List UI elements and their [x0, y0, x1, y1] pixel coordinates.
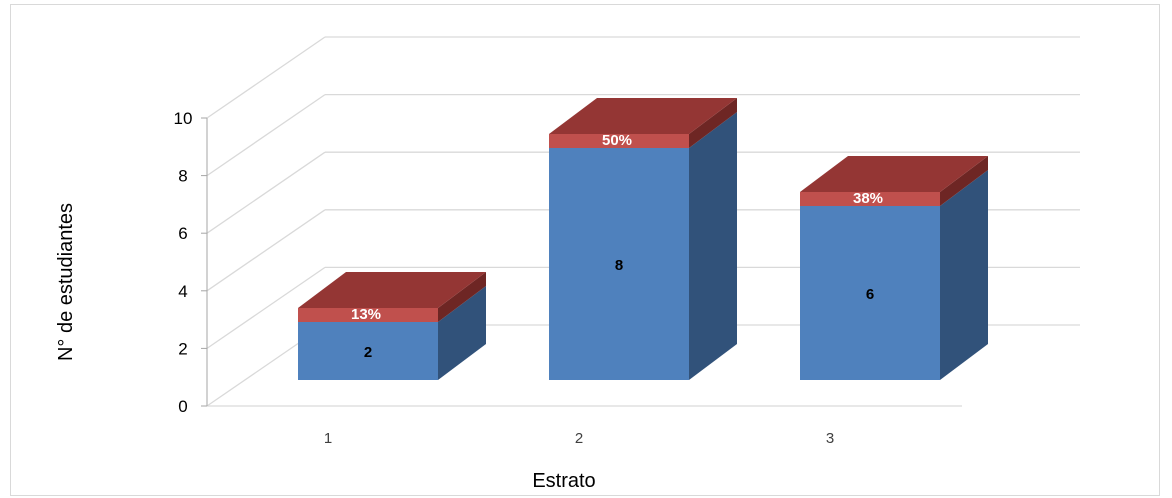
data-label-value: 6 — [866, 286, 874, 303]
y-tick-label: 4 — [178, 282, 187, 301]
data-label-percent: 38% — [853, 190, 883, 207]
y-tick-label: 2 — [178, 339, 187, 358]
x-tick-label: 1 — [324, 430, 332, 447]
data-label-percent: 50% — [602, 132, 632, 149]
bar-top-3 — [800, 156, 988, 192]
x-axis-title: Estrato — [532, 470, 595, 492]
gridline-side — [206, 36, 326, 119]
bars-group — [298, 98, 988, 380]
data-label-percent: 13% — [351, 306, 381, 323]
data-label-value: 8 — [615, 257, 623, 274]
gridline-side — [206, 209, 326, 292]
gridline-side — [206, 94, 326, 177]
bar-front-2 — [549, 148, 689, 380]
y-tick-label: 8 — [178, 167, 187, 186]
gridline-side — [206, 266, 326, 349]
labels-group: 2 13% 1 8 50% 2 6 38% 3 — [324, 132, 883, 447]
bar-cap-side-1 — [438, 272, 486, 322]
bar-cap-front-2 — [549, 134, 689, 148]
bar-front-3 — [800, 206, 940, 380]
y-tick-label: 0 — [178, 397, 187, 416]
bar-top-1 — [298, 272, 486, 308]
y-tick-label: 10 — [174, 109, 193, 128]
bar-cap-side-2 — [689, 98, 737, 148]
bar-side-1 — [438, 286, 486, 380]
bar-front-1 — [298, 322, 438, 380]
bar-cap-side-3 — [940, 156, 988, 206]
x-tick-label: 2 — [575, 430, 583, 447]
y-axis-title: N° de estudiantes — [55, 203, 77, 361]
y-tick-label: 6 — [178, 224, 187, 243]
data-label-value: 2 — [364, 344, 372, 361]
gridline-side — [206, 151, 326, 234]
bar-cap-front-3 — [800, 192, 940, 206]
bar-top-2 — [549, 98, 737, 134]
x-tick-label: 3 — [826, 430, 834, 447]
bar-cap-front-1 — [298, 308, 438, 322]
bar-side-3 — [940, 170, 988, 380]
bar-side-2 — [689, 112, 737, 380]
